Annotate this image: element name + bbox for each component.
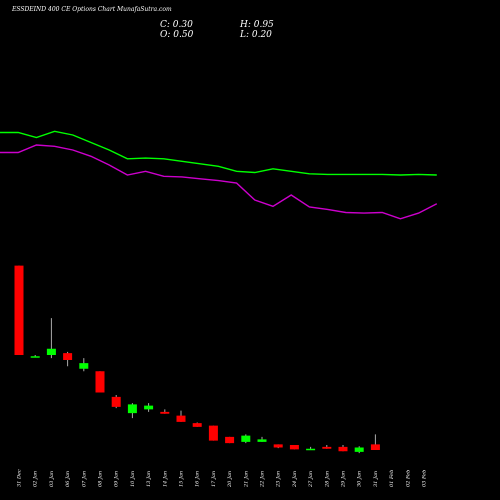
candle-body [354,447,364,452]
x-tick-label: 07 Jan [81,471,87,487]
candle [160,409,170,414]
x-tick-label: 20 Jan [227,471,233,488]
candle-body [306,448,316,451]
candle-body [79,363,89,369]
candle [273,444,283,449]
chart-title: ESSDEIND 400 CE Options Chart MunafaSutr… [12,6,172,13]
candle [192,422,202,427]
x-tick-label: 29 Jan [341,471,347,488]
candle-body [46,348,56,355]
candle-body [127,404,137,414]
candle [176,410,186,422]
candle [111,395,121,409]
candle [95,371,105,393]
candle [241,434,251,444]
candle [322,445,332,449]
candle-body [176,415,186,422]
candle [46,318,56,359]
candle-body [63,353,73,360]
x-tick-label: 21 Jan [243,471,249,488]
x-tick-label: 27 Jan [308,471,314,488]
candle [63,351,73,367]
candle [144,403,154,412]
candle [79,358,89,372]
x-axis-tick-labels: 31 Dec 02 Jan 03 Jan 06 Jan 07 Jan 08 Jan 09 J… [17,469,428,488]
candle-body [208,425,218,441]
candle [225,436,235,444]
candle-body [257,439,267,442]
high-readout: H: 0.95 [240,20,274,30]
candle [127,403,137,419]
candlestick-series [14,265,380,454]
candle-body [273,444,283,448]
candle [257,436,267,442]
candle [338,445,348,452]
x-tick-label: 15 Jan [179,471,185,487]
candle [14,265,24,355]
x-tick-label: 02 Feb [405,470,411,487]
x-tick-label: 31 Dec [17,469,23,487]
candle [208,425,218,441]
x-tick-label: 03 Jan [49,471,55,487]
x-tick-label: 14 Jan [162,471,168,487]
low-readout: L: 0.20 [240,30,272,40]
candle [289,445,299,450]
x-tick-label: 01 Feb [389,470,395,487]
x-tick-label: 09 Jan [114,471,120,487]
open-readout: O: 0.50 [160,30,194,40]
x-tick-label: 06 Jan [65,471,71,487]
indicator-lines [0,130,438,220]
x-tick-label: 02 Jan [33,471,39,487]
x-tick-label: 24 Jan [292,471,298,488]
x-tick-label: 08 Jan [98,471,104,487]
candle-body [30,356,40,358]
candle-body [95,371,105,393]
x-tick-label: 16 Jan [195,471,201,487]
close-readout: C: 0.30 [160,20,193,30]
x-tick-label: 17 Jan [211,471,217,487]
candle-body [192,423,202,427]
candle [370,434,380,450]
x-tick-label: 22 Jan [260,471,266,488]
candle-body [322,446,332,449]
candle [354,446,364,454]
candle-body [160,411,170,414]
x-tick-label: 23 Jan [276,471,282,488]
indicator-line-2 [0,144,438,220]
x-tick-label: 31 Jan [373,471,379,487]
candle-body [111,396,121,407]
candle-body [144,405,154,410]
x-tick-label: 30 Jan [357,471,363,487]
x-tick-label: 10 Jan [130,471,136,487]
candle-body [225,436,235,444]
candle-body [14,265,24,355]
candle [306,446,316,451]
candle-body [241,435,251,442]
indicator-line-1 [0,130,437,176]
x-tick-label: 28 Jan [324,471,330,488]
x-tick-label: 03 Feb [422,470,428,487]
candle [30,355,40,358]
x-tick-label: 13 Jan [146,471,152,487]
candle-body [289,445,299,450]
candle-body [338,446,348,452]
candle-body [370,444,380,450]
